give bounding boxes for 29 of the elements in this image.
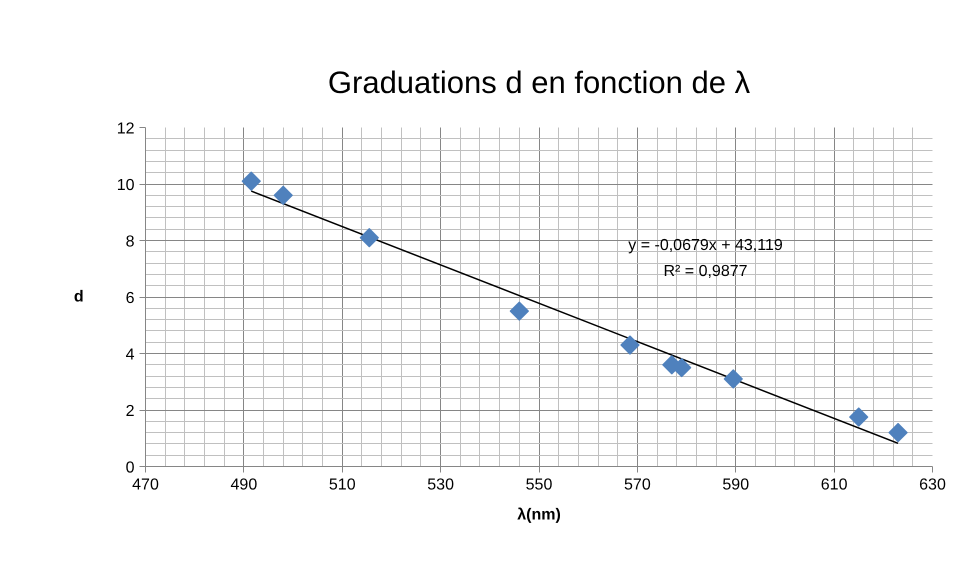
x-axis-title: λ(nm) <box>517 506 561 524</box>
point <box>620 335 640 355</box>
y-tick-label: 2 <box>126 403 135 420</box>
annotation: R² = 0,9877 <box>663 263 748 280</box>
x-tick-label: 490 <box>230 476 258 494</box>
point <box>242 171 261 191</box>
x-tick-label: 470 <box>132 476 159 494</box>
x-tick-label: 590 <box>722 476 750 494</box>
chart-title: Graduations d en fonction de λ <box>328 65 751 100</box>
x-tick-label: 570 <box>624 476 651 494</box>
point <box>849 407 868 427</box>
x-tick-label: 610 <box>820 476 848 494</box>
point <box>274 186 293 205</box>
x-tick-label: 630 <box>919 476 946 494</box>
x-tick-label: 530 <box>427 476 454 494</box>
point <box>888 422 908 442</box>
point <box>724 369 743 389</box>
y-tick-label: 10 <box>116 177 135 194</box>
y-tick-label: 12 <box>116 120 135 138</box>
point <box>510 301 530 321</box>
point <box>360 228 379 248</box>
y-tick-label: 0 <box>126 460 135 476</box>
y-tick-label: 8 <box>126 234 135 250</box>
y-tick-label: 4 <box>126 346 135 364</box>
y-tick-label: 6 <box>126 290 135 307</box>
x-tick-label: 550 <box>526 476 552 494</box>
y-axis-title: d <box>74 288 84 306</box>
annotation: y = -0,0679x + 43,119 <box>628 237 783 254</box>
x-tick-label: 510 <box>328 476 356 494</box>
